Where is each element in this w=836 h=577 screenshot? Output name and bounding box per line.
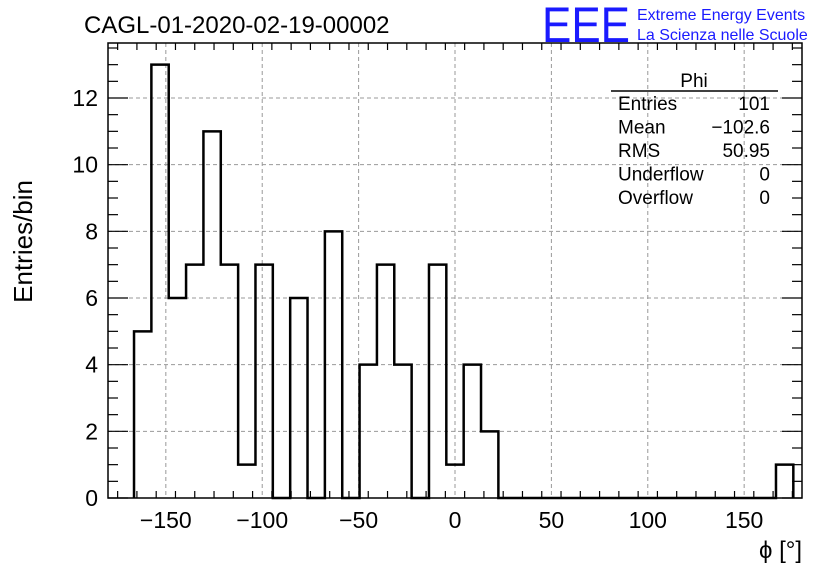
y-tick-label: 2: [85, 418, 98, 444]
stats-row-value: 0: [759, 188, 770, 209]
histogram-bar: [776, 465, 793, 498]
y-tick-label: 10: [72, 152, 98, 178]
stats-rows: Entries 101 Mean −102.6 RMS 50.95 Underflow 0 Ov…: [618, 94, 770, 209]
y-tick-label: 0: [85, 485, 98, 511]
histogram-bar: [134, 331, 151, 498]
y-tick-label: 12: [72, 85, 98, 111]
y-tick-label: 8: [85, 218, 98, 244]
grid-lines: [108, 43, 802, 498]
eee-logo: EEE Extreme Energy Events La Scienza nel…: [542, 0, 808, 53]
stats-box: Phi Entries 101 Mean −102.6 RMS 50.95 Underflo…: [611, 71, 778, 209]
stats-row-value: 50.95: [722, 141, 770, 162]
histogram-bar: [377, 265, 394, 498]
stats-row-value: −102.6: [711, 118, 770, 139]
histogram-bar: [290, 298, 307, 498]
histogram-bar: [221, 265, 238, 498]
x-tick-label: 100: [629, 507, 667, 533]
x-tick-label: −150: [140, 507, 192, 533]
histogram-bar: [481, 431, 498, 498]
stats-row-label: Underflow: [618, 165, 704, 186]
histogram-outline: [132, 63, 795, 500]
histogram-bar: [429, 265, 446, 498]
stats-row-label: Overflow: [618, 188, 693, 209]
stats-title: Phi: [680, 71, 707, 92]
y-tick-labels: 0 2 4 6 8 10 12: [72, 85, 98, 511]
y-tick-label: 4: [85, 352, 98, 378]
stats-row-value: 101: [738, 94, 770, 115]
axis-ticks: [108, 43, 802, 499]
x-tick-label: −100: [236, 507, 288, 533]
x-tick-label: −50: [339, 507, 378, 533]
stats-row-value: 0: [759, 165, 770, 186]
histogram-bar: [203, 131, 220, 498]
histogram-bar: [255, 265, 272, 498]
y-axis-label: Entries/bin: [8, 180, 38, 303]
y-tick-label: 6: [85, 285, 98, 311]
stats-row-label: Entries: [618, 94, 677, 115]
histogram-bars: [132, 63, 795, 500]
x-tick-label: 0: [449, 507, 462, 533]
stats-row-label: RMS: [618, 141, 660, 162]
chart-title: CAGL-01-2020-02-19-00002: [84, 12, 390, 39]
logo-line1: Extreme Energy Events: [637, 7, 805, 24]
histogram-bar: [186, 265, 203, 498]
histogram-bar: [169, 298, 186, 498]
logo-eee-text: EEE: [542, 0, 630, 53]
x-tick-label: 50: [539, 507, 565, 533]
x-tick-labels: −150 −100 −50 0 50 100 150: [140, 507, 763, 533]
x-axis-label: ϕ [°]: [759, 537, 802, 564]
logo-line2: La Scienza nelle Scuole: [637, 27, 808, 44]
x-tick-label: 150: [725, 507, 763, 533]
stats-row-label: Mean: [618, 118, 666, 139]
plot-frame: [107, 42, 803, 499]
